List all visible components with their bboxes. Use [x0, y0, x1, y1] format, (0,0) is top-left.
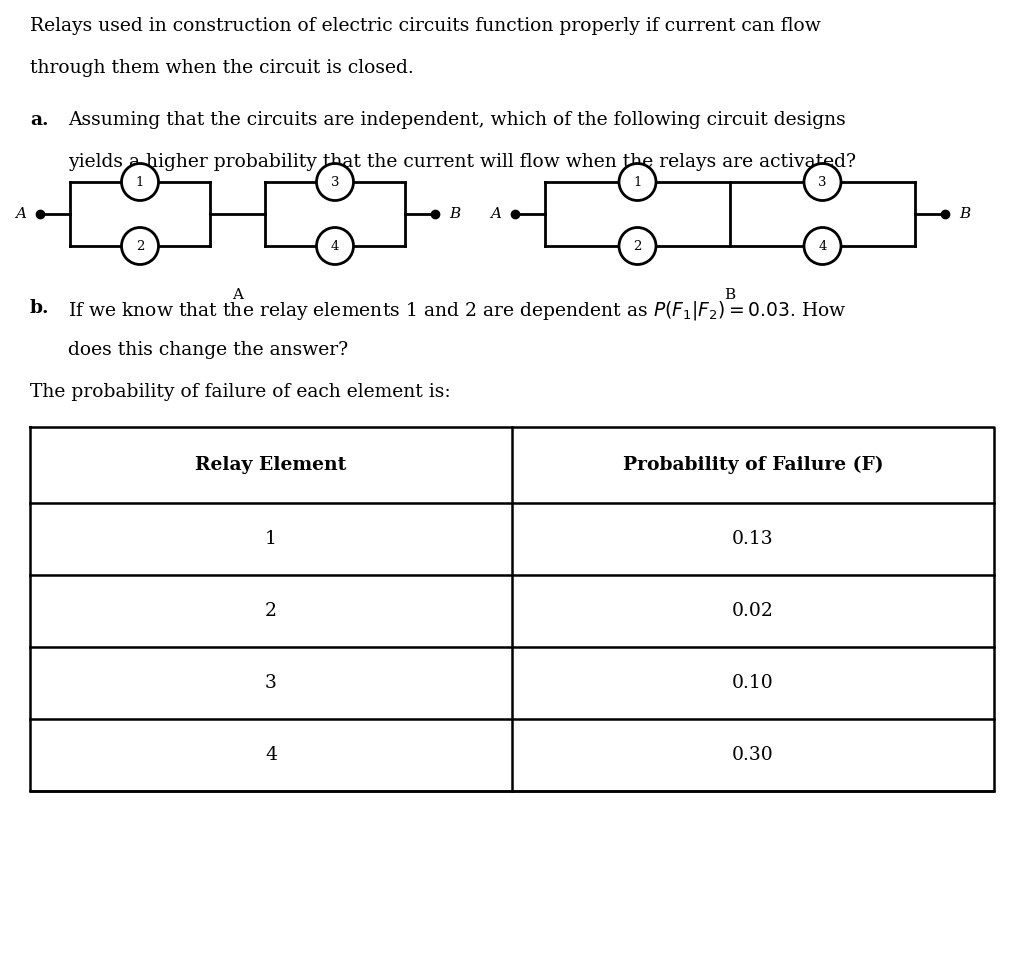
Text: 4: 4	[331, 239, 339, 253]
Circle shape	[618, 228, 656, 265]
Text: 1: 1	[136, 175, 144, 189]
Text: B: B	[724, 288, 735, 302]
Text: A: A	[15, 207, 26, 221]
Text: 1: 1	[633, 175, 642, 189]
Text: 0.02: 0.02	[732, 602, 774, 620]
Circle shape	[804, 164, 841, 201]
Circle shape	[316, 164, 353, 201]
Text: a.: a.	[30, 111, 48, 129]
Text: 4: 4	[265, 746, 278, 764]
Text: b.: b.	[30, 299, 49, 317]
Text: Relay Element: Relay Element	[196, 456, 347, 474]
Text: If we know that the relay elements 1 and 2 are dependent as $P(F_1|F_2) = 0.03$.: If we know that the relay elements 1 and…	[68, 299, 847, 322]
Text: 2: 2	[136, 239, 144, 253]
Circle shape	[316, 228, 353, 265]
Text: 3: 3	[331, 175, 339, 189]
Text: A: A	[232, 288, 243, 302]
Circle shape	[804, 228, 841, 265]
Text: 0.13: 0.13	[732, 530, 774, 548]
Circle shape	[122, 228, 159, 265]
Text: 3: 3	[265, 674, 276, 692]
Text: The probability of failure of each element is:: The probability of failure of each eleme…	[30, 383, 451, 401]
Text: B: B	[449, 207, 460, 221]
Text: B: B	[959, 207, 971, 221]
Text: Assuming that the circuits are independent, which of the following circuit desig: Assuming that the circuits are independe…	[68, 111, 846, 129]
Text: 1: 1	[265, 530, 276, 548]
Text: 2: 2	[265, 602, 278, 620]
Text: 4: 4	[818, 239, 826, 253]
Text: 2: 2	[633, 239, 642, 253]
Text: does this change the answer?: does this change the answer?	[68, 341, 348, 359]
Text: Relays used in construction of electric circuits function properly if current ca: Relays used in construction of electric …	[30, 17, 821, 35]
Text: yields a higher probability that the current will flow when the relays are activ: yields a higher probability that the cur…	[68, 153, 856, 171]
Text: 0.30: 0.30	[732, 746, 774, 764]
Circle shape	[122, 164, 159, 201]
Circle shape	[618, 164, 656, 201]
Text: through them when the circuit is closed.: through them when the circuit is closed.	[30, 59, 414, 77]
Text: 0.10: 0.10	[732, 674, 774, 692]
Text: A: A	[490, 207, 501, 221]
Text: Probability of Failure (F): Probability of Failure (F)	[623, 455, 884, 474]
Text: 3: 3	[818, 175, 826, 189]
